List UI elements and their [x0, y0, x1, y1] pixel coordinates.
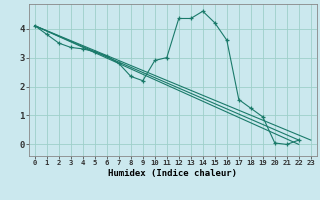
X-axis label: Humidex (Indice chaleur): Humidex (Indice chaleur): [108, 169, 237, 178]
